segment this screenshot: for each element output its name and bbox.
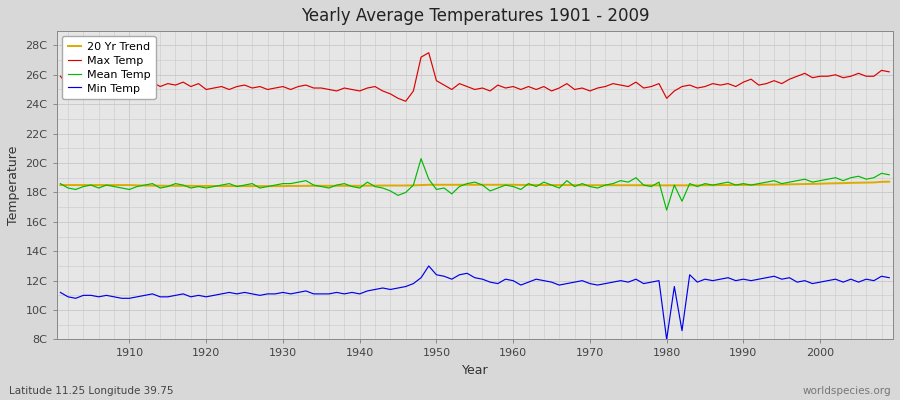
20 Yr Trend xyxy=(216,184,227,188)
Max Temp xyxy=(116,84,127,89)
Mean Temp xyxy=(516,187,526,192)
Min Temp xyxy=(608,280,618,284)
Max Temp xyxy=(285,87,296,92)
20 Yr Trend xyxy=(884,179,895,184)
Mean Temp xyxy=(116,186,127,190)
Y-axis label: Temperature: Temperature xyxy=(7,145,20,225)
Max Temp xyxy=(616,83,626,88)
Line: Mean Temp: Mean Temp xyxy=(60,159,889,210)
Mean Temp xyxy=(508,184,518,189)
20 Yr Trend xyxy=(55,183,66,188)
Min Temp xyxy=(508,278,518,283)
Line: Max Temp: Max Temp xyxy=(60,53,889,101)
Mean Temp xyxy=(416,156,427,161)
Mean Temp xyxy=(55,181,66,186)
Min Temp xyxy=(884,275,895,280)
Min Temp xyxy=(55,290,66,295)
Min Temp xyxy=(116,296,127,301)
Max Temp xyxy=(884,70,895,74)
Max Temp xyxy=(400,99,411,104)
Max Temp xyxy=(516,87,526,92)
Max Temp xyxy=(423,50,434,55)
Text: worldspecies.org: worldspecies.org xyxy=(803,386,891,396)
Mean Temp xyxy=(662,208,672,212)
Legend: 20 Yr Trend, Max Temp, Mean Temp, Min Temp: 20 Yr Trend, Max Temp, Mean Temp, Min Te… xyxy=(62,36,156,99)
Max Temp xyxy=(55,74,66,79)
20 Yr Trend xyxy=(116,183,127,188)
20 Yr Trend xyxy=(292,184,303,188)
Mean Temp xyxy=(285,181,296,186)
Min Temp xyxy=(423,264,434,268)
20 Yr Trend xyxy=(339,184,350,188)
Min Temp xyxy=(516,283,526,288)
Mean Temp xyxy=(608,181,618,186)
20 Yr Trend xyxy=(508,182,518,187)
Line: 20 Yr Trend: 20 Yr Trend xyxy=(60,182,889,186)
Min Temp xyxy=(662,337,672,342)
20 Yr Trend xyxy=(608,183,618,188)
Mean Temp xyxy=(331,183,342,188)
Mean Temp xyxy=(884,172,895,177)
20 Yr Trend xyxy=(516,182,526,187)
Max Temp xyxy=(331,88,342,93)
Line: Min Temp: Min Temp xyxy=(60,266,889,340)
Title: Yearly Average Temperatures 1901 - 2009: Yearly Average Temperatures 1901 - 2009 xyxy=(301,7,649,25)
Min Temp xyxy=(331,290,342,295)
Text: Latitude 11.25 Longitude 39.75: Latitude 11.25 Longitude 39.75 xyxy=(9,386,174,396)
Max Temp xyxy=(523,84,534,89)
Min Temp xyxy=(285,292,296,296)
X-axis label: Year: Year xyxy=(462,364,488,377)
